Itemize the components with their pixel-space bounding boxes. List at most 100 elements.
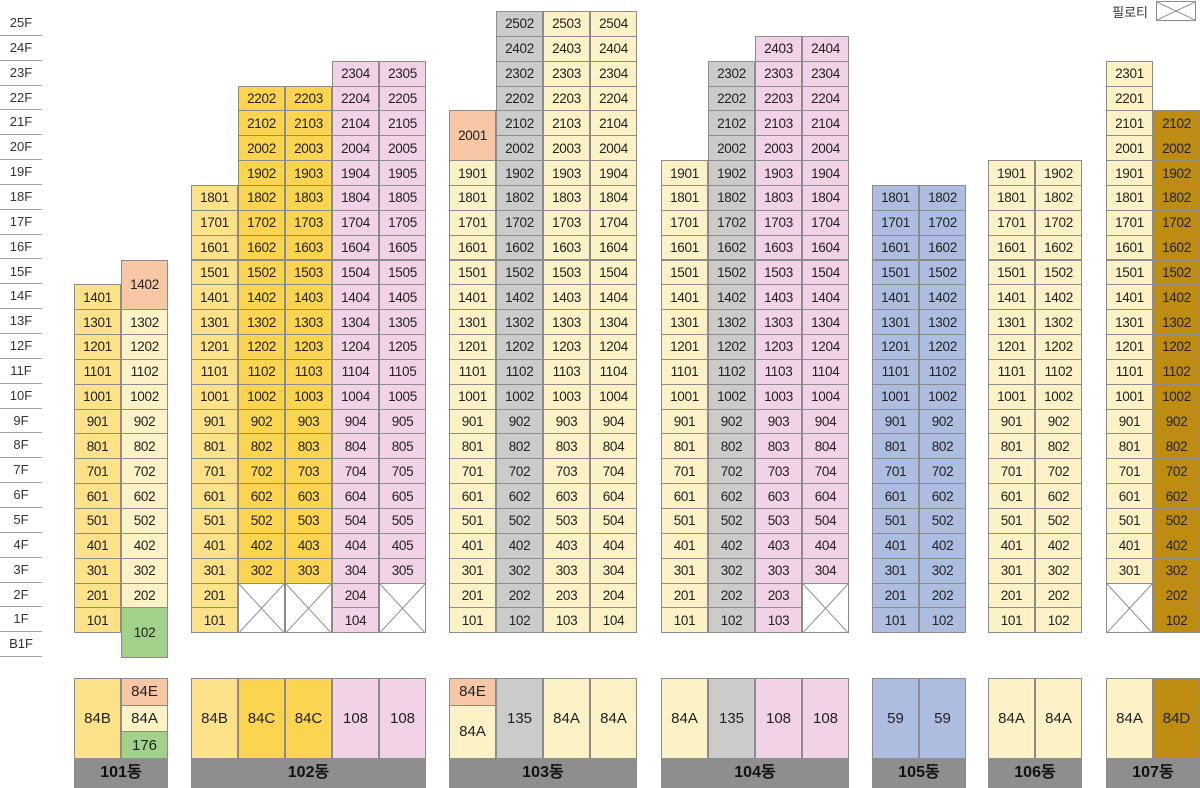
unit-cell: 1402 [121, 259, 168, 311]
floor-label: 24F [0, 36, 42, 61]
piloti-cell [379, 582, 426, 634]
unit-cell: 301 [1106, 557, 1153, 584]
unit-cell: 1701 [449, 209, 496, 236]
unit-cell: 1702 [1153, 209, 1200, 236]
unit-cell: 901 [191, 408, 238, 435]
unit-cell: 2002 [238, 135, 285, 162]
unit-cell: 702 [919, 458, 966, 485]
unit-cell: 705 [379, 458, 426, 485]
unit-cell: 1302 [238, 309, 285, 336]
unit-type-cell: 84A [449, 704, 496, 759]
unit-cell: 1505 [379, 259, 426, 286]
unit-cell: 702 [1035, 458, 1082, 485]
unit-cell: 1704 [802, 209, 849, 236]
unit-cell: 1902 [1035, 160, 1082, 186]
unit-cell: 1703 [285, 209, 332, 236]
unit-cell: 1503 [285, 259, 332, 286]
unit-cell: 504 [802, 508, 849, 534]
unit-cell: 1802 [496, 184, 543, 211]
unit-cell: 2402 [496, 35, 543, 62]
unit-cell: 902 [121, 408, 168, 435]
unit-cell: 102 [919, 607, 966, 634]
unit-cell: 201 [74, 582, 121, 609]
unit-cell: 1101 [449, 358, 496, 385]
unit-cell: 1802 [1035, 184, 1082, 211]
unit-cell: 1902 [496, 160, 543, 186]
unit-cell: 1804 [332, 184, 379, 211]
unit-cell: 1601 [988, 234, 1035, 261]
unit-cell: 402 [121, 532, 168, 559]
unit-cell: 1401 [661, 284, 708, 311]
unit-cell: 1202 [1153, 334, 1200, 360]
unit-type-cell: 84A [988, 678, 1035, 759]
unit-cell: 404 [332, 532, 379, 559]
unit-cell: 2404 [590, 35, 637, 62]
unit-cell: 1001 [449, 383, 496, 410]
unit-cell: 1203 [285, 334, 332, 360]
floor-label: B1F [0, 632, 42, 658]
unit-cell: 1302 [121, 309, 168, 336]
unit-cell: 2204 [332, 85, 379, 112]
unit-cell: 902 [1035, 408, 1082, 435]
unit-cell: 1802 [1153, 184, 1200, 211]
unit-cell: 1304 [802, 309, 849, 336]
unit-cell: 1301 [988, 309, 1035, 336]
unit-cell: 203 [543, 582, 590, 609]
unit-cell: 1002 [1035, 383, 1082, 410]
unit-cell: 1001 [872, 383, 919, 410]
unit-cell: 1103 [755, 358, 802, 385]
unit-cell: 104 [590, 607, 637, 634]
unit-cell: 701 [1106, 458, 1153, 485]
unit-cell: 1002 [708, 383, 755, 410]
unit-cell: 1303 [755, 309, 802, 336]
unit-cell: 402 [1153, 532, 1200, 559]
unit-cell: 1501 [988, 259, 1035, 286]
unit-cell: 1401 [988, 284, 1035, 311]
unit-cell: 704 [590, 458, 637, 485]
unit-cell: 2202 [238, 85, 285, 112]
unit-cell: 2304 [332, 60, 379, 87]
unit-cell: 904 [332, 408, 379, 435]
unit-cell: 1704 [332, 209, 379, 236]
unit-cell: 2102 [1153, 110, 1200, 137]
unit-type-cell: 84A [590, 678, 637, 759]
unit-cell: 303 [755, 557, 802, 584]
unit-cell: 101 [661, 607, 708, 634]
unit-cell: 1501 [1106, 259, 1153, 286]
unit-cell: 1304 [590, 309, 637, 336]
unit-cell: 1601 [661, 234, 708, 261]
unit-type-cell: 108 [332, 678, 379, 759]
unit-cell: 703 [285, 458, 332, 485]
unit-cell: 1104 [802, 358, 849, 385]
floor-label: 14F [0, 284, 42, 310]
unit-cell: 1002 [121, 383, 168, 410]
unit-cell: 1102 [238, 358, 285, 385]
piloti-cell [802, 582, 849, 634]
unit-cell: 801 [661, 433, 708, 460]
unit-cell: 601 [449, 483, 496, 509]
unit-cell: 202 [1153, 582, 1200, 609]
unit-cell: 1702 [496, 209, 543, 236]
unit-cell: 1301 [872, 309, 919, 336]
unit-cell: 2201 [1106, 85, 1153, 112]
piloti-cell [285, 582, 332, 634]
unit-cell: 1004 [802, 383, 849, 410]
unit-cell: 1205 [379, 334, 426, 360]
unit-cell: 2001 [449, 110, 496, 162]
floor-label: 13F [0, 309, 42, 335]
unit-cell: 304 [590, 557, 637, 584]
unit-cell: 1905 [379, 160, 426, 186]
unit-cell: 402 [919, 532, 966, 559]
unit-cell: 802 [121, 433, 168, 460]
unit-cell: 504 [332, 508, 379, 534]
unit-cell: 1602 [1035, 234, 1082, 261]
legend: 필로티 [1112, 1, 1196, 21]
unit-cell: 701 [988, 458, 1035, 485]
unit-cell: 601 [1106, 483, 1153, 509]
unit-cell: 1801 [872, 184, 919, 211]
unit-cell: 1204 [802, 334, 849, 360]
unit-cell: 604 [590, 483, 637, 509]
unit-cell: 602 [708, 483, 755, 509]
unit-type-cell: 84C [238, 678, 285, 759]
